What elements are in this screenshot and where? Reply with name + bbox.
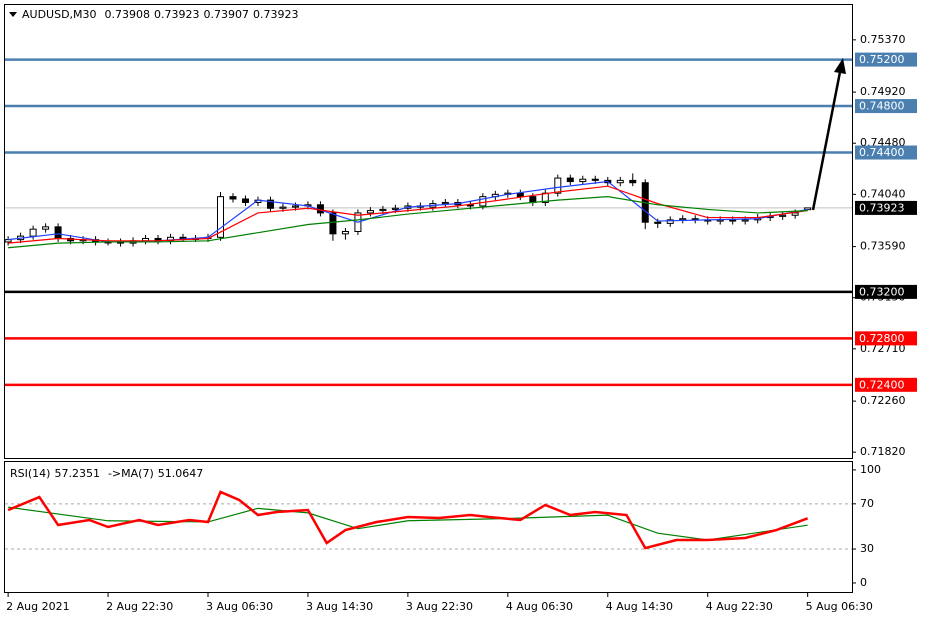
x-tick-label: 4 Aug 22:30 [706,600,773,613]
candle-body [579,178,587,183]
level-label-box [855,377,917,392]
ma-value: 51.0647 [158,467,204,480]
x-tick-label: 5 Aug 06:30 [806,600,873,613]
candle-body [391,207,399,210]
x-tick-label: 2 Aug 2021 [6,600,69,613]
rsi-header: RSI(14) 57.2351 ->MA(7) 51.0647 [10,467,203,480]
price-label-box [855,200,917,215]
candle-body [4,239,12,243]
level-label: 0.73200 [859,285,905,298]
y-tick-label: 0.71820 [860,445,906,458]
x-tick-label: 4 Aug 14:30 [606,600,673,613]
x-tick-label: 4 Aug 06:30 [506,600,573,613]
level-label-box [855,99,917,114]
y-tick-label: 0.73590 [860,240,906,253]
symbol: AUDUSD,M30 [22,8,97,21]
level-label-box [855,52,917,67]
candle-body [279,206,287,209]
y-tick-label: 0.74920 [860,85,906,98]
level-label: 0.72400 [859,378,905,391]
candle-body [241,198,249,203]
forecast-arrow [811,58,846,211]
level-label: 0.74800 [859,100,905,113]
candle-body [366,210,374,214]
candle-body [554,177,562,194]
y-tick-label: 0 [860,576,867,589]
high-value: 0.73923 [154,8,200,21]
dropdown-icon[interactable] [9,12,17,17]
level-label-box [855,284,917,299]
level-label: 0.75200 [859,53,905,66]
rsi-panel [4,461,853,593]
y-tick-label: 0.75370 [860,33,906,46]
level-label-box [855,145,917,160]
candle-body [329,212,337,235]
candle-body [229,196,237,200]
candle-body [654,221,662,224]
rsi-value: 57.2351 [54,467,100,480]
candle-body [341,231,349,235]
price-label: 0.73923 [859,201,905,214]
candle-body [379,208,387,212]
arrow-head [834,58,846,74]
arrow-shaft [811,71,842,211]
x-tick-label: 3 Aug 06:30 [206,600,273,613]
x-tick-label: 3 Aug 22:30 [406,600,473,613]
candle-body [729,219,737,222]
candle-body [291,205,299,208]
low-value: 0.73907 [204,8,250,21]
ma-label: ->MA(7) [108,467,154,480]
candle-body [179,236,187,239]
candle-body [54,226,62,239]
candle-body [616,179,624,184]
close-value: 0.73923 [253,8,299,21]
moving-average [8,185,808,244]
y-tick-label: 100 [860,463,881,476]
rsi-title: RSI(14) [10,467,50,480]
candle-body [629,179,637,184]
candle-body [216,196,224,238]
open-value: 0.73908 [105,8,151,21]
candle-body [516,192,524,198]
candle-body [791,212,799,216]
y-tick-label: 30 [860,542,874,555]
y-tick-label: 0.72260 [860,394,906,407]
candle-body [266,199,274,209]
x-tick-label: 3 Aug 14:30 [306,600,373,613]
candle-body [591,178,599,181]
candle-body [479,196,487,207]
candle-body [529,196,537,203]
candle-body [566,177,574,183]
x-tick-label: 2 Aug 22:30 [106,600,173,613]
level-label: 0.72800 [859,332,905,345]
plot-layer: 0.753700.749200.744800.740400.735900.731… [4,33,917,613]
candle-body [741,219,749,222]
level-label-box [855,331,917,346]
level-label: 0.74400 [859,146,905,159]
candle-body [42,226,50,230]
rsi-line [8,506,808,541]
candle-body [679,218,687,221]
candle-body [29,228,37,237]
rsi-line [7,490,809,550]
candle-body [441,201,449,205]
candle-body [666,219,674,224]
y-tick-label: 70 [860,497,874,510]
symbol-header: AUDUSD,M30 0.73908 0.73923 0.73907 0.73923 [22,8,299,21]
moving-average [8,196,808,249]
candle-body [779,214,787,217]
main-panel [4,4,853,459]
y-tick-label: 0.74040 [860,187,906,200]
